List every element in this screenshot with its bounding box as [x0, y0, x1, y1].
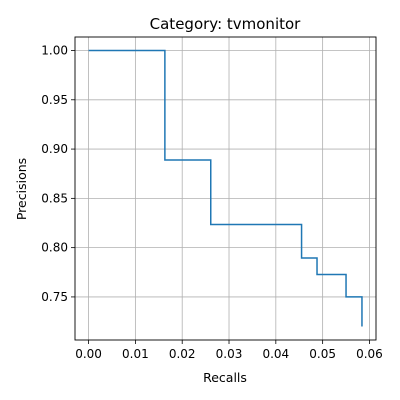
y-tick-label: 1.00 — [41, 44, 68, 58]
x-axis-ticks: 0.00 0.01 0.02 0.03 0.04 0.05 0.06 — [75, 340, 383, 361]
x-tick-label: 0.01 — [122, 347, 149, 361]
y-axis-ticks: 0.75 0.80 0.85 0.90 0.95 1.00 — [41, 44, 75, 304]
x-tick-label: 0.00 — [75, 347, 102, 361]
x-tick-label: 0.02 — [169, 347, 196, 361]
precision-recall-line — [88, 49, 363, 327]
plot-frame — [74, 36, 377, 341]
y-axis-label: Precisions — [14, 158, 29, 220]
x-tick-label: 0.06 — [356, 347, 383, 361]
x-tick-label: 0.04 — [262, 347, 289, 361]
x-tick-label: 0.03 — [216, 347, 243, 361]
y-tick-label: 0.80 — [41, 241, 68, 255]
y-tick-label: 0.95 — [41, 93, 68, 107]
series-layer — [88, 49, 363, 327]
y-tick-label: 0.90 — [41, 142, 68, 156]
chart-title: Category: tvmonitor — [150, 15, 302, 33]
y-tick-label: 0.85 — [41, 191, 68, 205]
grid-lines — [75, 37, 376, 340]
x-axis-label: Recalls — [203, 370, 247, 385]
y-tick-label: 0.75 — [41, 290, 68, 304]
x-tick-label: 0.05 — [309, 347, 336, 361]
